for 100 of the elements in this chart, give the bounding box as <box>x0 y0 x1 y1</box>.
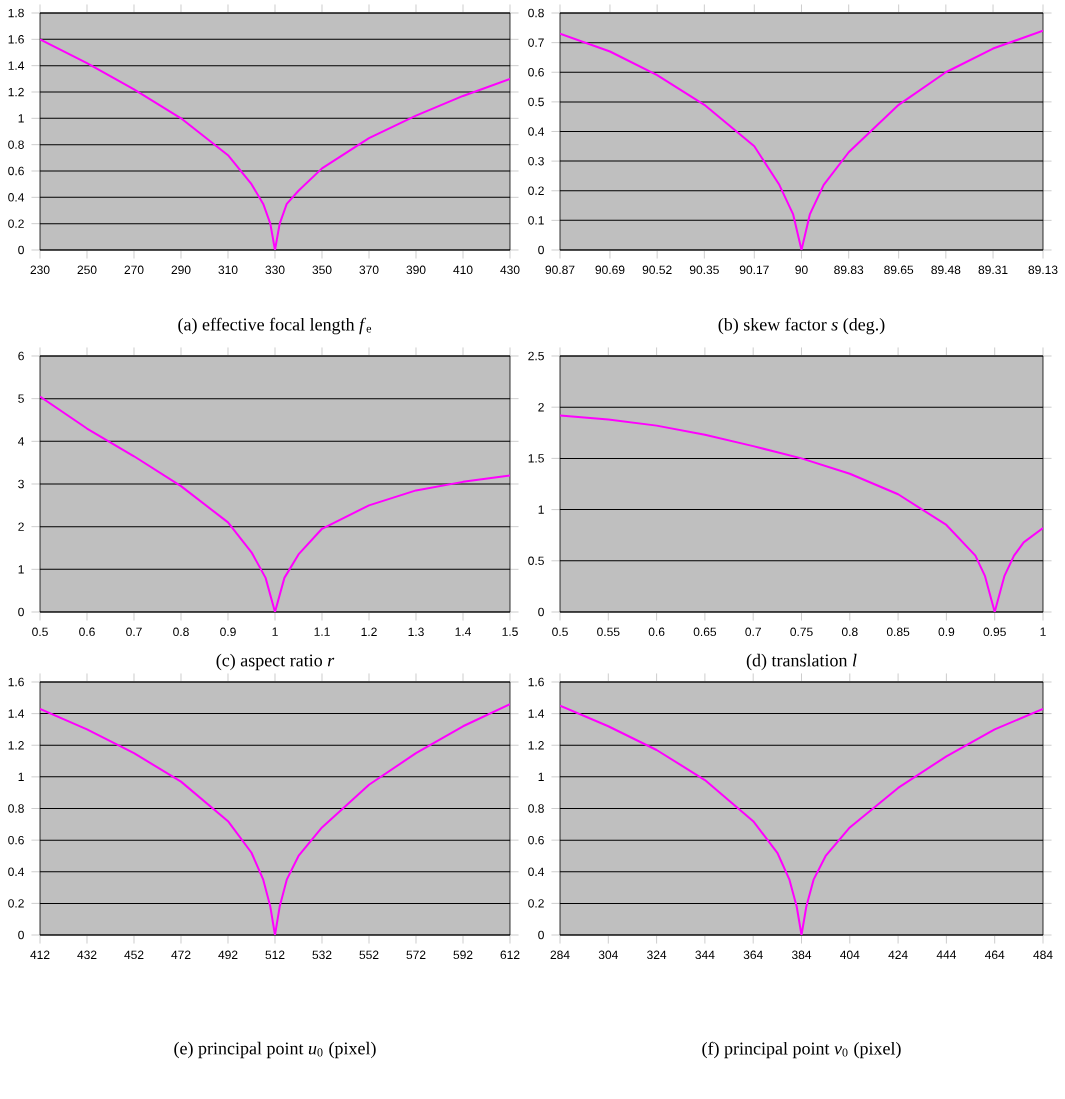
y-tick-label: 1 <box>18 772 24 781</box>
x-tick-label: 0.85 <box>887 627 910 637</box>
y-tick-label: 0 <box>18 607 25 617</box>
x-tick-label: 384 <box>792 950 812 960</box>
y-tick-label: 5 <box>18 394 25 403</box>
y-tick-label: 0.4 <box>528 867 545 877</box>
x-tick-label: 552 <box>359 950 379 960</box>
y-tick-label: 3 <box>18 479 25 489</box>
y-tick-label: 0.2 <box>8 219 24 228</box>
x-tick-label: 310 <box>218 265 238 275</box>
line-series <box>40 395 511 612</box>
line-series <box>40 703 511 935</box>
x-tick-label: 472 <box>171 950 191 959</box>
x-tick-label: 0.75 <box>790 627 813 637</box>
y-tick-label: 0.8 <box>528 8 545 18</box>
text: (f) principal point v$_{0}$ (pixel) <box>702 1041 901 1059</box>
y-tick-label: 0 <box>18 245 25 255</box>
y-tick-label: 0 <box>538 607 545 617</box>
y-tick-label: 1.4 <box>528 709 545 718</box>
y-tick-label: 0.2 <box>528 186 544 195</box>
x-tick-label: 90.17 <box>740 265 769 275</box>
x-tick-label: 90 <box>795 265 808 275</box>
x-tick-label: 90.35 <box>690 265 720 275</box>
y-tick-label: 2 <box>538 403 544 412</box>
x-tick-label: 0.65 <box>693 627 717 637</box>
y-tick-label: 0.1 <box>528 216 544 225</box>
y-tick-label: 0.2 <box>528 899 544 908</box>
x-tick-label: 1.3 <box>408 627 424 637</box>
x-tick-label: 432 <box>77 950 97 960</box>
x-tick-label: 89.13 <box>1028 265 1058 275</box>
line-series <box>560 29 1044 250</box>
text: (d) translation l <box>746 653 857 671</box>
x-tick-label: 492 <box>218 950 238 960</box>
x-tick-label: 1.1 <box>314 627 330 636</box>
x-tick-label: 0.5 <box>32 627 48 637</box>
x-tick-label: 304 <box>598 950 619 960</box>
y-tick-label: 0.2 <box>8 899 24 908</box>
x-tick-label: 0.6 <box>79 627 95 637</box>
x-tick-label: 89.31 <box>978 265 1008 275</box>
y-tick-label: 1.6 <box>8 35 25 44</box>
y-tick-label: 4 <box>18 437 25 446</box>
x-tick-label: 1.4 <box>455 627 472 636</box>
x-tick-label: 390 <box>406 265 426 275</box>
x-tick-label: 364 <box>743 950 764 960</box>
x-tick-label: 572 <box>406 950 426 960</box>
y-tick-label: 0.5 <box>528 97 545 107</box>
x-tick-label: 0.9 <box>938 627 955 637</box>
x-tick-label: 0.5 <box>552 627 569 637</box>
y-tick-label: 1.8 <box>8 8 25 18</box>
y-tick-label: 0 <box>18 930 25 940</box>
line-series <box>560 414 1044 612</box>
text: (a) effective focal length f$_{e}$ <box>178 317 372 335</box>
y-tick-label: 1 <box>538 505 544 514</box>
x-tick-label: 270 <box>124 265 144 275</box>
y-tick-label: 0.6 <box>8 166 25 176</box>
x-tick-label: 230 <box>30 265 50 275</box>
x-tick-label: 1 <box>1040 627 1046 636</box>
y-tick-label: 1 <box>18 114 24 123</box>
x-tick-label: 324 <box>647 950 667 960</box>
y-tick-label: 1 <box>18 565 24 574</box>
y-tick-label: 1.6 <box>528 677 545 687</box>
x-tick-label: 0.8 <box>173 627 189 637</box>
x-tick-label: 370 <box>359 265 379 275</box>
x-tick-label: 0.95 <box>983 627 1007 637</box>
y-tick-label: 0.5 <box>528 556 545 566</box>
y-tick-label: 0.8 <box>8 140 25 149</box>
x-tick-label: 0.7 <box>745 627 762 637</box>
x-tick-label: 1 <box>272 627 278 636</box>
x-tick-label: 0.6 <box>648 627 665 637</box>
x-tick-label: 284 <box>550 950 570 960</box>
x-tick-label: 90.69 <box>595 265 625 275</box>
y-tick-label: 0.7 <box>528 38 544 47</box>
y-tick-label: 6 <box>18 351 25 361</box>
y-tick-label: 1.2 <box>8 87 24 97</box>
x-tick-label: 430 <box>500 265 520 275</box>
x-tick-label: 89.48 <box>931 265 961 275</box>
x-tick-label: 0.8 <box>842 627 858 637</box>
x-tick-label: 532 <box>312 950 332 960</box>
x-tick-label: 0.7 <box>126 627 142 637</box>
text: (c) aspect ratio r <box>216 653 335 671</box>
x-tick-label: 290 <box>171 265 191 275</box>
x-tick-label: 484 <box>1033 950 1053 960</box>
y-tick-label: 0.8 <box>528 804 545 813</box>
x-tick-label: 592 <box>453 950 473 960</box>
x-tick-label: 444 <box>936 950 957 959</box>
y-tick-label: 0.6 <box>528 68 545 77</box>
y-tick-label: 2.5 <box>528 351 545 361</box>
y-tick-label: 0.3 <box>528 156 545 166</box>
text: (b) skew factor s (deg.) <box>718 317 885 335</box>
y-tick-label: 0 <box>538 245 545 255</box>
x-tick-label: 250 <box>77 265 97 275</box>
line-series <box>40 38 511 250</box>
y-tick-label: 1.5 <box>528 454 545 463</box>
y-tick-label: 1.4 <box>8 709 25 718</box>
x-tick-label: 412 <box>30 950 50 959</box>
x-tick-label: 452 <box>124 950 144 960</box>
y-tick-label: 0.8 <box>8 804 25 813</box>
x-tick-label: 410 <box>453 265 473 275</box>
y-tick-label: 1.2 <box>8 741 24 750</box>
line-series <box>560 704 1044 935</box>
